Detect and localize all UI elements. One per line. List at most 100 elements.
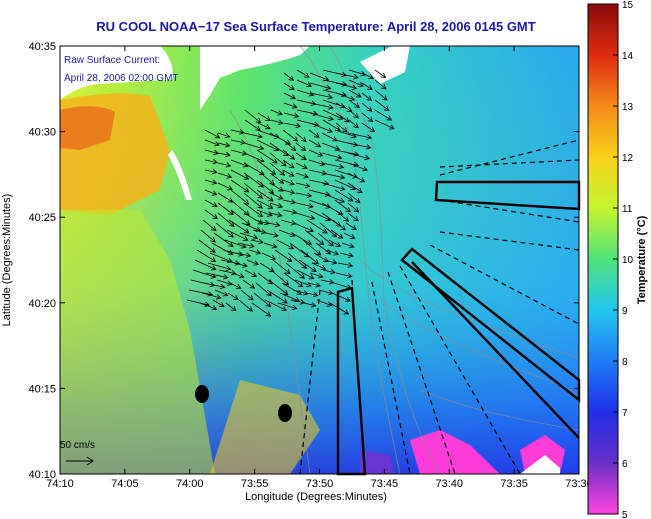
- current-vector: [244, 119, 261, 131]
- current-vector: [292, 289, 308, 295]
- current-vector: [217, 152, 231, 156]
- current-vector-head: [365, 144, 372, 150]
- current-vector: [330, 229, 343, 239]
- x-tick-label: 73:30: [565, 478, 593, 490]
- current-vector: [204, 199, 218, 207]
- current-vector: [269, 152, 287, 167]
- current-vector: [320, 279, 334, 284]
- current-vector: [230, 159, 248, 167]
- current-vector: [374, 119, 395, 130]
- current-vector: [347, 192, 361, 203]
- colorbar-tick-label: 5: [622, 510, 628, 519]
- current-vector-head: [312, 110, 319, 116]
- current-vector: [302, 239, 321, 256]
- current-vector: [309, 82, 331, 89]
- current-vector: [282, 129, 298, 142]
- current-vector-head: [308, 91, 315, 97]
- current-vector: [348, 109, 359, 119]
- current-vector: [204, 209, 218, 220]
- current-vector: [257, 122, 271, 129]
- current-vector-head: [366, 95, 373, 101]
- current-vector-head: [309, 214, 316, 220]
- current-vector-head: [268, 188, 275, 194]
- current-vector-head: [381, 84, 387, 90]
- current-vector: [296, 119, 319, 126]
- current-vector-head: [308, 227, 314, 233]
- land-brooklyn: [200, 46, 310, 110]
- current-vector: [241, 222, 261, 232]
- current-vector-head: [242, 262, 248, 268]
- current-vector: [256, 139, 279, 151]
- current-vector-head: [264, 219, 270, 226]
- current-vector-head: [257, 211, 264, 218]
- current-vector-head: [277, 194, 284, 200]
- current-vector: [322, 79, 347, 86]
- current-vector: [361, 102, 372, 112]
- current-vector: [283, 272, 304, 288]
- current-vector-head: [226, 280, 233, 286]
- x-tick-label: 73:40: [435, 478, 463, 490]
- current-vector: [335, 112, 350, 123]
- current-vector-head: [315, 282, 322, 288]
- current-vector: [283, 72, 294, 81]
- current-vector: [282, 159, 295, 169]
- colorbar-ticks: 5 6 7 8 9 10 11 12 13 14 15: [613, 0, 634, 519]
- current-vector: [347, 162, 368, 171]
- current-vector-head: [210, 237, 216, 243]
- current-vector-head: [291, 103, 298, 109]
- current-vector-head: [239, 129, 245, 135]
- current-vector-head: [289, 180, 295, 186]
- current-vector-head: [303, 173, 309, 179]
- current-vector-head: [326, 301, 333, 307]
- current-vector: [230, 179, 249, 193]
- current-vector: [374, 109, 392, 121]
- current-vector: [374, 99, 390, 111]
- current-vector-head: [327, 94, 334, 100]
- current-vector-head: [211, 168, 218, 175]
- current-vector: [257, 272, 273, 285]
- current-vector-head: [279, 170, 286, 176]
- current-vector: [204, 139, 220, 146]
- current-vector: [341, 242, 354, 248]
- current-vector-head: [225, 151, 231, 158]
- current-vector: [217, 202, 234, 215]
- current-vector-head: [289, 163, 295, 169]
- current-vector-head: [252, 234, 259, 240]
- current-vector: [309, 92, 333, 98]
- x-tick-label: 73:55: [241, 478, 269, 490]
- current-vector: [224, 239, 247, 248]
- current-vector-head: [322, 257, 329, 263]
- y-axis: 40:10 40:15 40:20 40:25 40:30 40:35: [28, 41, 579, 481]
- chart-title: RU COOL NOAA−17 Sea Surface Temperature:…: [96, 19, 535, 34]
- current-vector-head: [285, 139, 292, 145]
- current-vector-head: [215, 294, 222, 300]
- current-vector: [361, 72, 374, 79]
- current-vector-head: [368, 74, 375, 80]
- current-vector-head: [388, 124, 395, 130]
- current-vector: [200, 229, 216, 243]
- current-vector: [309, 122, 333, 133]
- x-tick-label: 74:05: [111, 478, 139, 490]
- current-vector: [333, 282, 352, 289]
- current-vector-head: [243, 174, 250, 180]
- current-vector: [296, 269, 314, 279]
- current-vector-head: [240, 243, 247, 249]
- warmest-bay-water: [60, 106, 115, 150]
- current-vector: [309, 112, 334, 120]
- current-vector: [213, 232, 234, 247]
- current-vector: [308, 159, 325, 166]
- current-vector: [345, 222, 357, 230]
- current-vector-head: [268, 196, 274, 202]
- current-vector-head: [301, 154, 307, 160]
- current-vector: [305, 292, 318, 296]
- colorbar-tick-label: 10: [622, 255, 634, 266]
- current-vector-head: [274, 221, 281, 228]
- current-vector-head: [324, 191, 331, 197]
- current-vector-head: [351, 84, 358, 90]
- current-vector: [240, 289, 254, 301]
- current-vector-head: [259, 157, 265, 163]
- current-vector: [374, 69, 386, 78]
- current-vector: [204, 159, 218, 163]
- current-vector: [300, 249, 319, 265]
- current-vector: [334, 129, 357, 138]
